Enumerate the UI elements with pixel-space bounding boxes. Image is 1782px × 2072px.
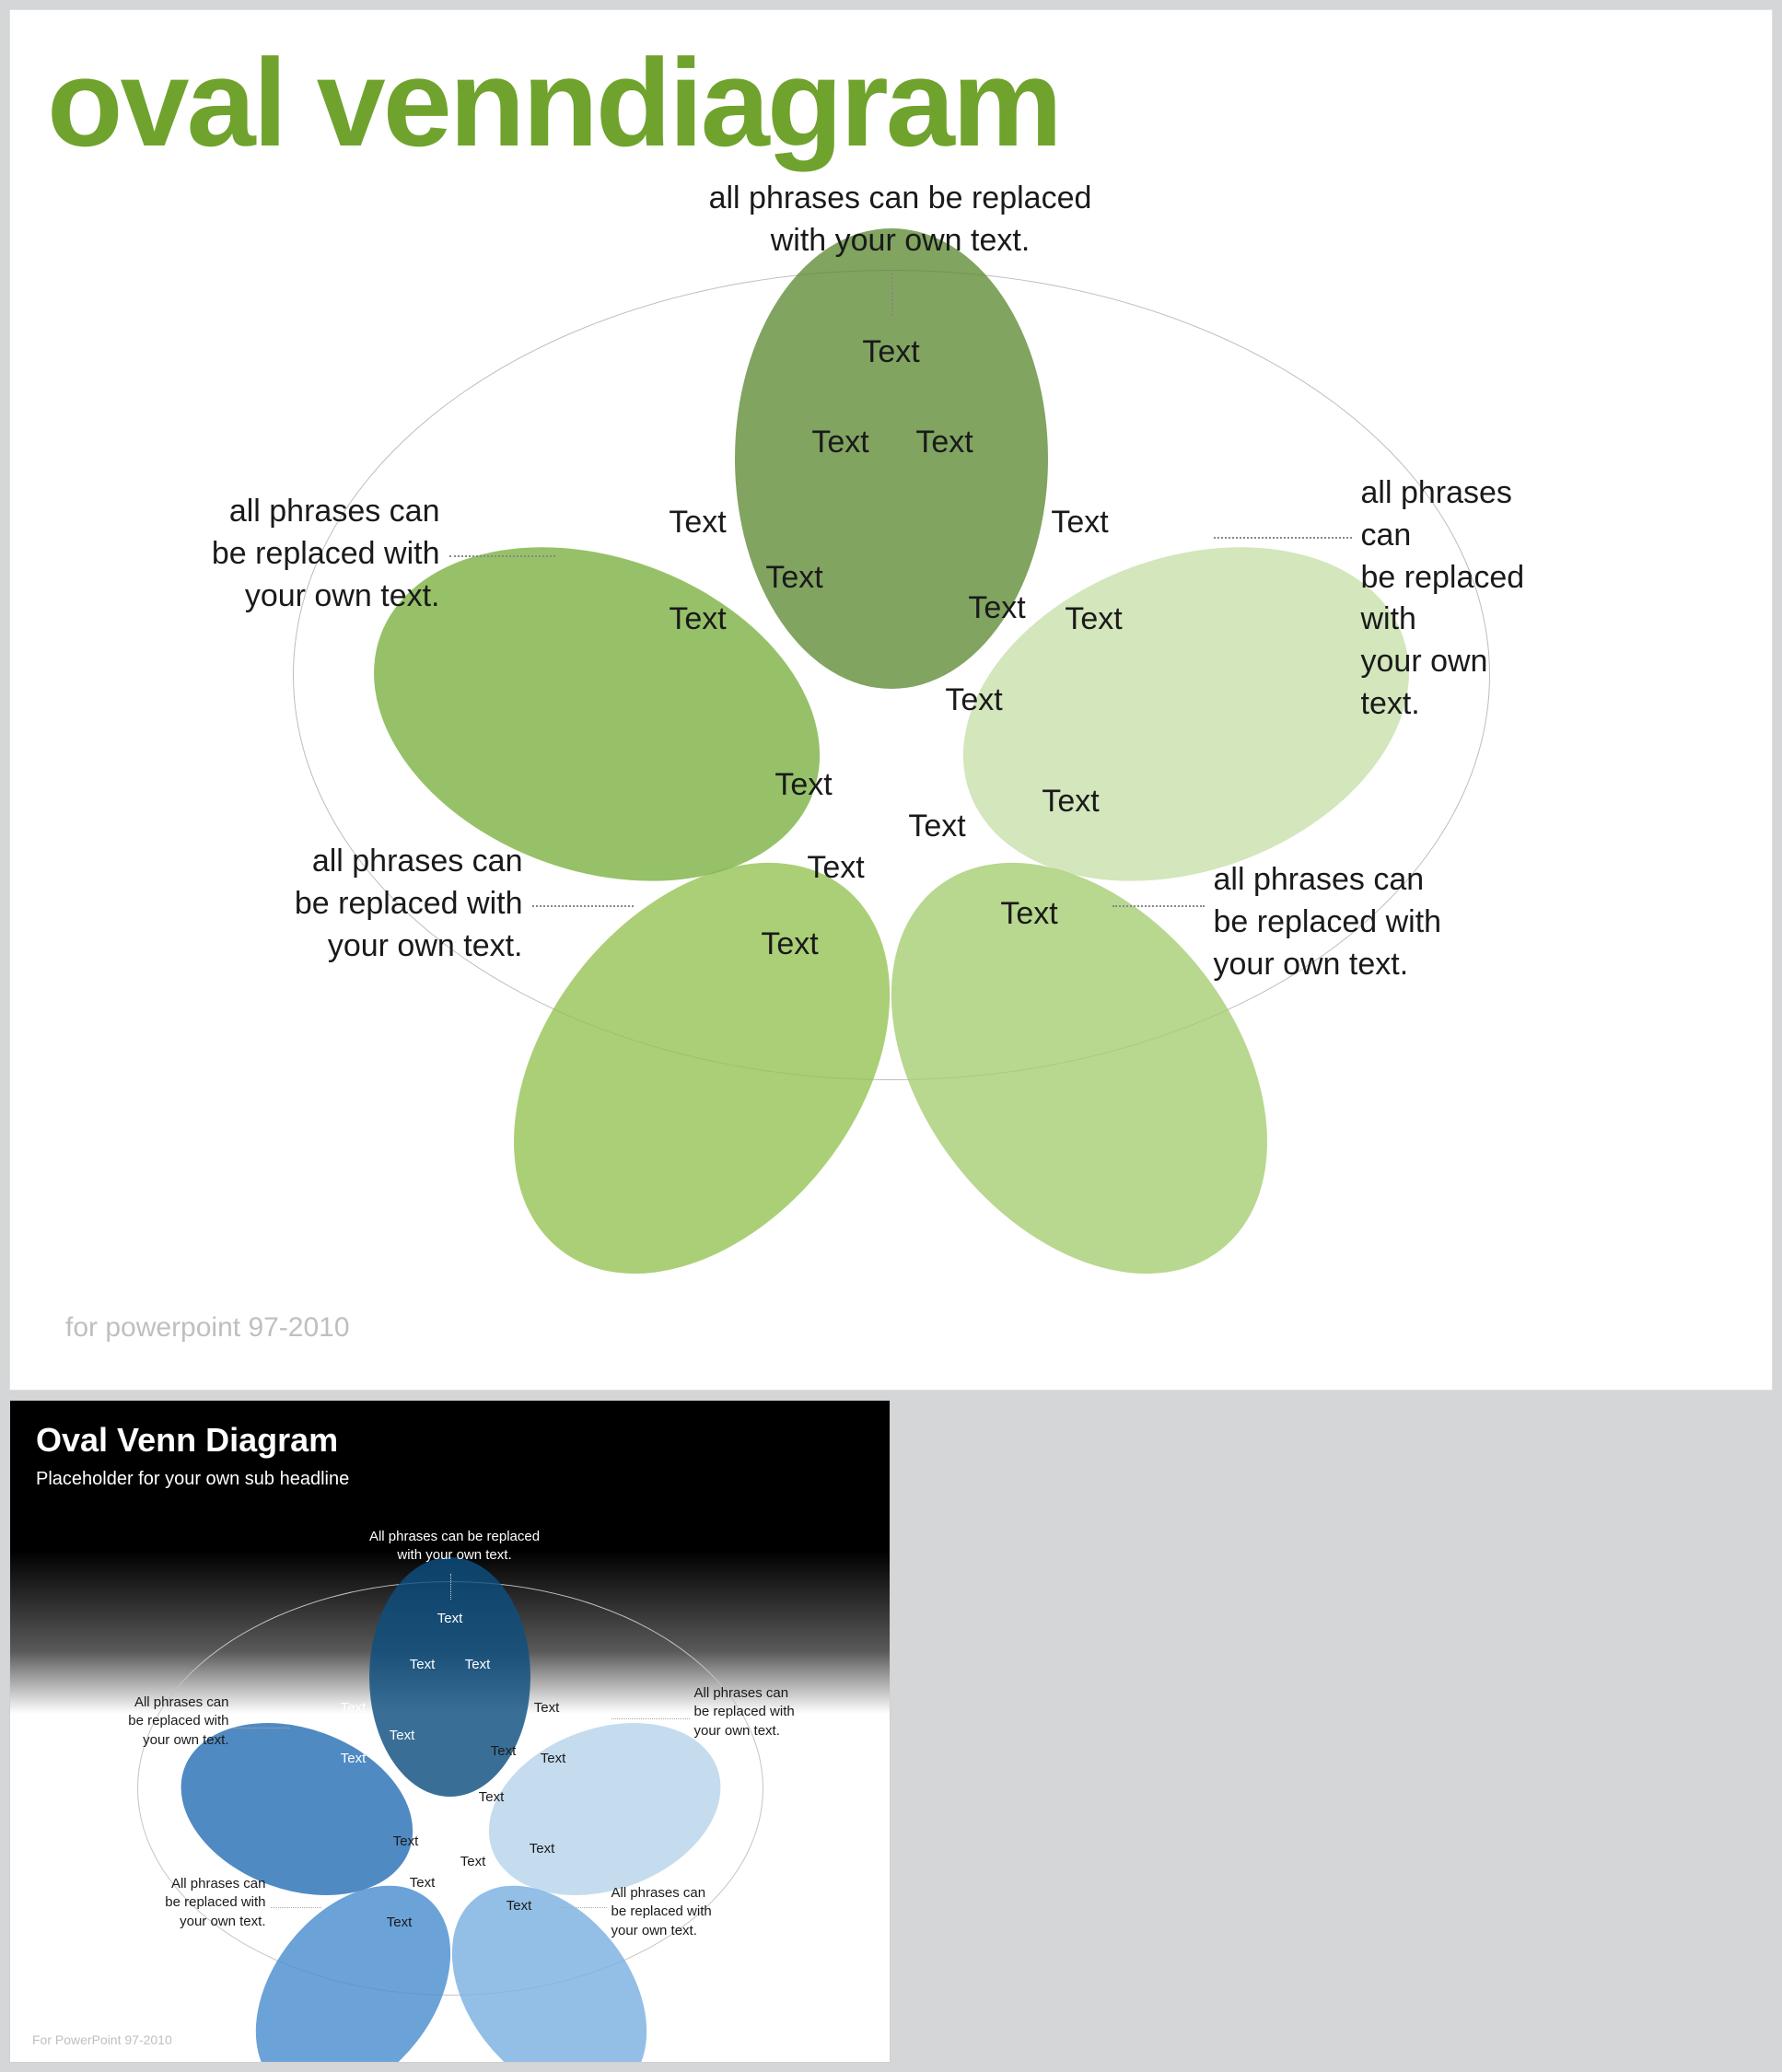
venn-text-7: Text: [1025, 784, 1117, 820]
slide-1-green: oval venndiagram TextTextTextTextTextTex…: [9, 9, 1773, 1391]
venn2-text-15: Text: [326, 1751, 381, 1766]
callout2-right: All phrases can be replaced with your ow…: [694, 1684, 795, 1740]
venn-text-4: Text: [951, 590, 1043, 626]
venn-diagram-green: TextTextTextTextTextTextTextTextTextText…: [247, 215, 1536, 1135]
venn2-text-4: Text: [476, 1743, 531, 1759]
leader2-right: [611, 1718, 690, 1719]
slide2-footer: For PowerPoint 97-2010: [32, 2032, 172, 2047]
callout2-bl: All phrases can be replaced with your ow…: [110, 1875, 266, 1931]
callout-top: all phrases can be replaced with your ow…: [670, 178, 1131, 262]
venn-diagram-blue: TextTextTextTextTextTextTextTextTextText…: [100, 1530, 800, 2008]
venn2-text-5: Text: [526, 1751, 581, 1766]
leader-left: [449, 555, 555, 557]
venn2-text-12: Text: [372, 1915, 427, 1930]
callout2-br: All phrases can be replaced with your ow…: [611, 1884, 712, 1940]
venn2-text-14: Text: [375, 1728, 430, 1743]
venn2-text-2: Text: [450, 1657, 506, 1672]
venn-text-1: Text: [795, 425, 887, 460]
venn2-text-11: Text: [395, 1875, 450, 1891]
venn-text-2: Text: [899, 425, 991, 460]
venn-text-9: Text: [984, 896, 1076, 932]
venn-text-6: Text: [928, 682, 1020, 718]
leader2-bl: [271, 1907, 321, 1908]
callout2-left: All phrases can be replaced with your ow…: [73, 1694, 229, 1750]
venn-text-14: Text: [749, 560, 841, 596]
callout-bottom-left: all phrases can be replaced with your ow…: [219, 841, 523, 968]
venn2-text-8: Text: [446, 1854, 501, 1869]
callout-bottom-right: all phrases can be replaced with your ow…: [1214, 859, 1442, 986]
venn2-text-7: Text: [515, 1841, 570, 1857]
leader-top: [891, 270, 893, 316]
venn-text-11: Text: [790, 850, 882, 886]
venn-text-15: Text: [652, 601, 744, 637]
leader-br: [1112, 905, 1205, 907]
venn2-text-3: Text: [519, 1700, 575, 1716]
slide2-subtitle: Placeholder for your own sub headline: [36, 1469, 864, 1490]
slide1-title: oval venndiagram: [47, 38, 1735, 169]
venn2-text-13: Text: [326, 1700, 381, 1716]
venn2-text-10: Text: [379, 1833, 434, 1849]
venn2-text-9: Text: [492, 1898, 547, 1914]
callout-left: all phrases can be replaced with your ow…: [146, 491, 440, 618]
thumbnail-row: Oval Venn Diagram Placeholder for your o…: [9, 1400, 1773, 2063]
venn2-text-0: Text: [423, 1611, 478, 1626]
venn-text-8: Text: [891, 809, 984, 844]
venn2-text-1: Text: [395, 1657, 450, 1672]
venn2-text-6: Text: [464, 1789, 519, 1805]
slide-2-blue: Oval Venn Diagram Placeholder for your o…: [9, 1400, 891, 2063]
venn-text-5: Text: [1048, 601, 1140, 637]
venn-text-3: Text: [1034, 505, 1126, 541]
venn-text-10: Text: [758, 767, 850, 803]
empty-panel: [900, 1400, 1773, 2063]
venn-text-0: Text: [845, 334, 938, 370]
leader2-br: [559, 1907, 607, 1908]
leader-right: [1214, 537, 1352, 539]
callout-right: all phrases can be replaced with your ow…: [1361, 472, 1536, 726]
venn-text-13: Text: [652, 505, 744, 541]
callout2-top: All phrases can be replaced with your ow…: [335, 1528, 575, 1566]
leader2-left: [234, 1728, 289, 1729]
slide2-title: Oval Venn Diagram: [36, 1421, 864, 1460]
leader2-top: [450, 1574, 451, 1600]
leader-bl: [532, 905, 634, 907]
venn-text-12: Text: [744, 926, 836, 962]
slide1-footer: for powerpoint 97-2010: [65, 1312, 350, 1344]
